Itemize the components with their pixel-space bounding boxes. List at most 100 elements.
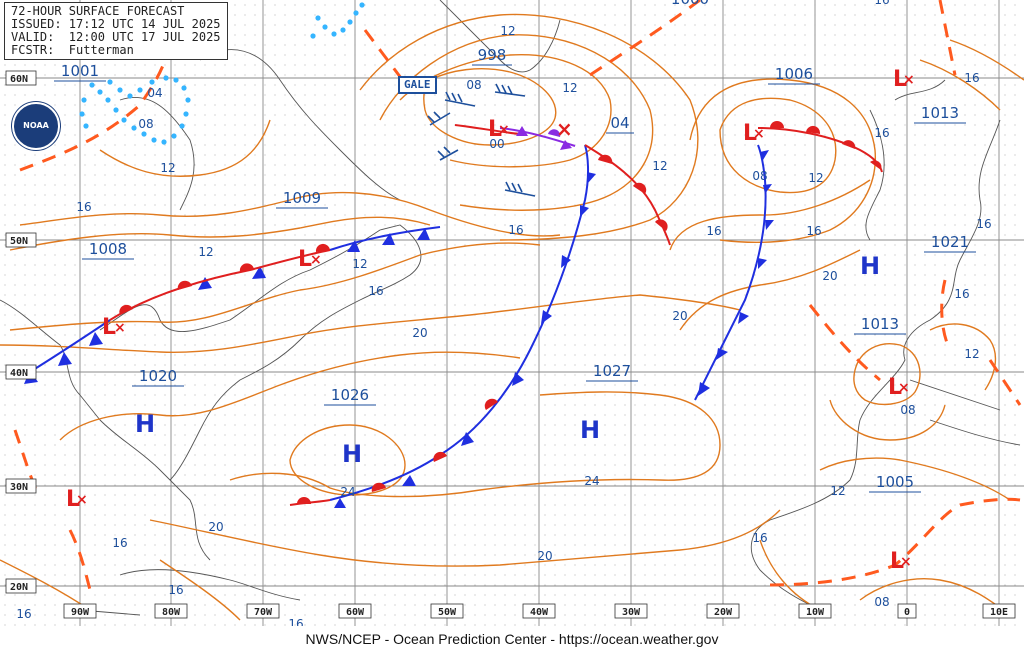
forecast-title: 72-HOUR SURFACE FORECAST	[11, 4, 185, 18]
isobar-label: 20	[412, 326, 427, 340]
isobar-label: 16	[806, 224, 821, 238]
svg-text:L: L	[298, 247, 312, 272]
lon-label: 40W	[530, 607, 549, 618]
isobar-label: 16	[16, 607, 31, 621]
valid-time: VALID: 12:00 UTC 17 JUL 2025	[11, 30, 221, 44]
lon-labels: 90W 80W 70W 60W 50W 40W 30W 20W 10W 0 10…	[63, 603, 1016, 619]
svg-text:L: L	[893, 67, 907, 92]
isobar-label: 20	[208, 520, 223, 534]
lat-label: 30N	[10, 482, 28, 493]
isobar-label: 16	[706, 224, 721, 238]
isobar-label: 16	[964, 71, 979, 85]
isobar-label: 16	[508, 223, 523, 237]
svg-text:L: L	[488, 117, 502, 142]
svg-text:×: ×	[903, 72, 915, 88]
isobar-label: 16	[976, 217, 991, 231]
central-pressure-label: 1020	[139, 367, 177, 385]
isobar-label: 24	[584, 474, 599, 488]
central-pressure-label: 1000	[671, 0, 709, 8]
high-center-symbol: H	[135, 410, 155, 438]
isobar-label: 20	[822, 269, 837, 283]
lon-label: 50W	[438, 607, 457, 618]
troughs	[13, 0, 1022, 591]
central-pressure-underlines	[54, 64, 976, 493]
svg-text:×: ×	[900, 554, 912, 570]
svg-text:×: ×	[898, 380, 910, 396]
isobar-label: 20	[537, 549, 552, 563]
lon-label: 10W	[806, 607, 825, 618]
wind-barbs	[427, 83, 536, 197]
central-pressure-label: 998	[478, 46, 507, 64]
lon-label: 30W	[622, 607, 641, 618]
svg-text:×: ×	[498, 122, 510, 138]
svg-text:×: ×	[76, 492, 88, 508]
gale-warning-label: GALE	[398, 76, 437, 94]
isobar-label: 12	[964, 347, 979, 361]
central-pressure-label: 1008	[89, 240, 127, 258]
isobar-label: 12	[652, 159, 667, 173]
high-center-symbol: H	[580, 416, 600, 444]
central-pressure-label: 1013	[861, 315, 899, 333]
isobar-label: 20	[672, 309, 687, 323]
isobar-label: 04	[147, 86, 162, 100]
warm-front-bumps	[119, 121, 882, 504]
svg-text:×: ×	[556, 117, 573, 141]
isobar-label: 16	[874, 0, 889, 7]
isobar-label: 08	[900, 403, 915, 417]
lat-label: 60N	[10, 74, 28, 85]
isobar-label: 12	[198, 245, 213, 259]
isobar-label: 08	[138, 117, 153, 131]
isobar-label: 12	[830, 484, 845, 498]
isobar-label: 16	[954, 287, 969, 301]
isobar-label: 08	[466, 78, 481, 92]
occluded-front	[499, 126, 576, 150]
isobar-label: 08	[874, 595, 889, 609]
lat-labels: 60N 50N 40N 30N 20N	[5, 70, 37, 594]
central-pressure-labels: 1020 1026 1027 1021 1008 1009 998 1006 1…	[61, 0, 969, 491]
svg-text:×: ×	[310, 252, 322, 268]
coastlines	[0, 0, 1021, 616]
isobar-label: 12	[352, 257, 367, 271]
central-pressure-label: 1021	[931, 233, 969, 251]
svg-text:L: L	[102, 315, 116, 340]
central-pressure-label: 1013	[921, 104, 959, 122]
isobar-label: 16	[752, 531, 767, 545]
central-pressure-label: 1027	[593, 362, 631, 380]
isobar-label: 16	[112, 536, 127, 550]
isobar-label: 16	[76, 200, 91, 214]
lat-label: 20N	[10, 582, 28, 593]
noaa-logo-icon: NOAA	[12, 102, 60, 150]
isobar-label: 24	[340, 485, 355, 499]
lon-label: 10E	[990, 607, 1008, 618]
ice-edge	[79, 2, 365, 145]
isobar-label: 12	[562, 81, 577, 95]
lon-label: 60W	[346, 607, 365, 618]
svg-text:L: L	[888, 375, 902, 400]
isobar-label: 12	[160, 161, 175, 175]
isobar-label: 16	[168, 583, 183, 597]
lon-label: 20W	[714, 607, 733, 618]
lon-label: 70W	[254, 607, 273, 618]
central-pressure-label: 1005	[876, 473, 914, 491]
isobar-label: 16	[874, 126, 889, 140]
lon-label: 90W	[71, 607, 90, 618]
issued-time: ISSUED: 17:12 UTC 14 JUL 2025	[11, 17, 221, 31]
svg-text:L: L	[890, 549, 904, 574]
lat-label: 40N	[10, 368, 28, 379]
svg-text:×: ×	[753, 126, 765, 142]
isobars	[0, 13, 1024, 621]
lon-label: 0	[904, 607, 910, 618]
central-pressure-label: 04	[610, 114, 629, 132]
forecast-info-box: 72-HOUR SURFACE FORECAST ISSUED: 17:12 U…	[4, 2, 228, 60]
isobar-label: 08	[752, 169, 767, 183]
isobar-label: 12	[808, 171, 823, 185]
forecaster: FCSTR: Futterman	[11, 43, 134, 57]
low-center-symbol: L× L× L× L× L× L× L× L× ×	[66, 67, 915, 574]
isobar-label: 16	[368, 284, 383, 298]
footer-credit: NWS/NCEP - Ocean Prediction Center - htt…	[0, 626, 1024, 652]
svg-text:×: ×	[114, 320, 126, 336]
lat-label: 50N	[10, 236, 28, 247]
lon-label: 80W	[162, 607, 181, 618]
central-pressure-label: 1009	[283, 189, 321, 207]
